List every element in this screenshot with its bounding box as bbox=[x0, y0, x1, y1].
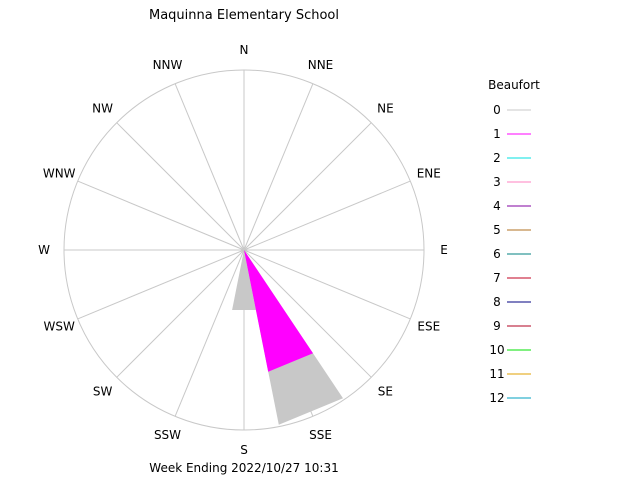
spoke-ese bbox=[243, 249, 411, 320]
spoke-ne bbox=[243, 122, 372, 251]
legend-label-8: 8 bbox=[493, 295, 501, 309]
wedge-beaufort-1-sse bbox=[244, 250, 313, 372]
spoke-se bbox=[243, 249, 372, 378]
legend-label-7: 7 bbox=[493, 271, 501, 285]
legend-label-2: 2 bbox=[493, 151, 501, 165]
direction-label-wnw: WNW bbox=[43, 167, 76, 181]
direction-label-wsw: WSW bbox=[44, 320, 75, 334]
chart-footer: Week Ending 2022/10/27 10:31 bbox=[149, 461, 338, 475]
direction-label-nnw: NNW bbox=[153, 58, 183, 72]
legend-label-10: 10 bbox=[489, 343, 504, 357]
direction-label-ese: ESE bbox=[417, 320, 440, 334]
direction-label-e: E bbox=[440, 243, 448, 257]
wedge-beaufort-0-s bbox=[232, 250, 256, 310]
direction-label-se: SE bbox=[378, 384, 393, 398]
legend-label-5: 5 bbox=[493, 223, 501, 237]
direction-label-sw: SW bbox=[93, 384, 113, 398]
spoke-nnw bbox=[174, 83, 245, 251]
legend-label-3: 3 bbox=[493, 175, 501, 189]
direction-label-s: S bbox=[240, 443, 248, 457]
polar-grid bbox=[63, 69, 425, 431]
wedges bbox=[232, 250, 343, 425]
spoke-wsw bbox=[77, 249, 245, 320]
chart-title: Maquinna Elementary School bbox=[149, 8, 339, 23]
spoke-ssw bbox=[174, 249, 245, 417]
spoke-nw bbox=[116, 122, 245, 251]
legend-label-0: 0 bbox=[493, 103, 501, 117]
spoke-nne bbox=[243, 83, 314, 251]
spoke-sw bbox=[116, 249, 245, 378]
direction-label-nne: NNE bbox=[308, 58, 334, 72]
legend-title: Beaufort bbox=[488, 78, 540, 92]
direction-labels: N NNE NE ENE E ESE SE SSE S SSW SW WSW W WNW NW NNW bbox=[38, 43, 448, 457]
legend-label-1: 1 bbox=[493, 127, 501, 141]
direction-label-ssw: SSW bbox=[154, 428, 181, 442]
spoke-wnw bbox=[77, 180, 245, 251]
direction-label-sse: SSE bbox=[309, 428, 332, 442]
direction-label-n: N bbox=[240, 43, 249, 57]
legend-label-11: 11 bbox=[489, 367, 504, 381]
direction-label-ne: NE bbox=[377, 102, 394, 116]
direction-label-w: W bbox=[38, 243, 50, 257]
direction-label-ene: ENE bbox=[417, 167, 441, 181]
spoke-ene bbox=[243, 180, 411, 251]
legend-label-6: 6 bbox=[493, 247, 501, 261]
legend-label-12: 12 bbox=[489, 391, 504, 405]
legend-label-4: 4 bbox=[493, 199, 501, 213]
direction-label-nw: NW bbox=[92, 102, 113, 116]
legend-label-9: 9 bbox=[493, 319, 501, 333]
